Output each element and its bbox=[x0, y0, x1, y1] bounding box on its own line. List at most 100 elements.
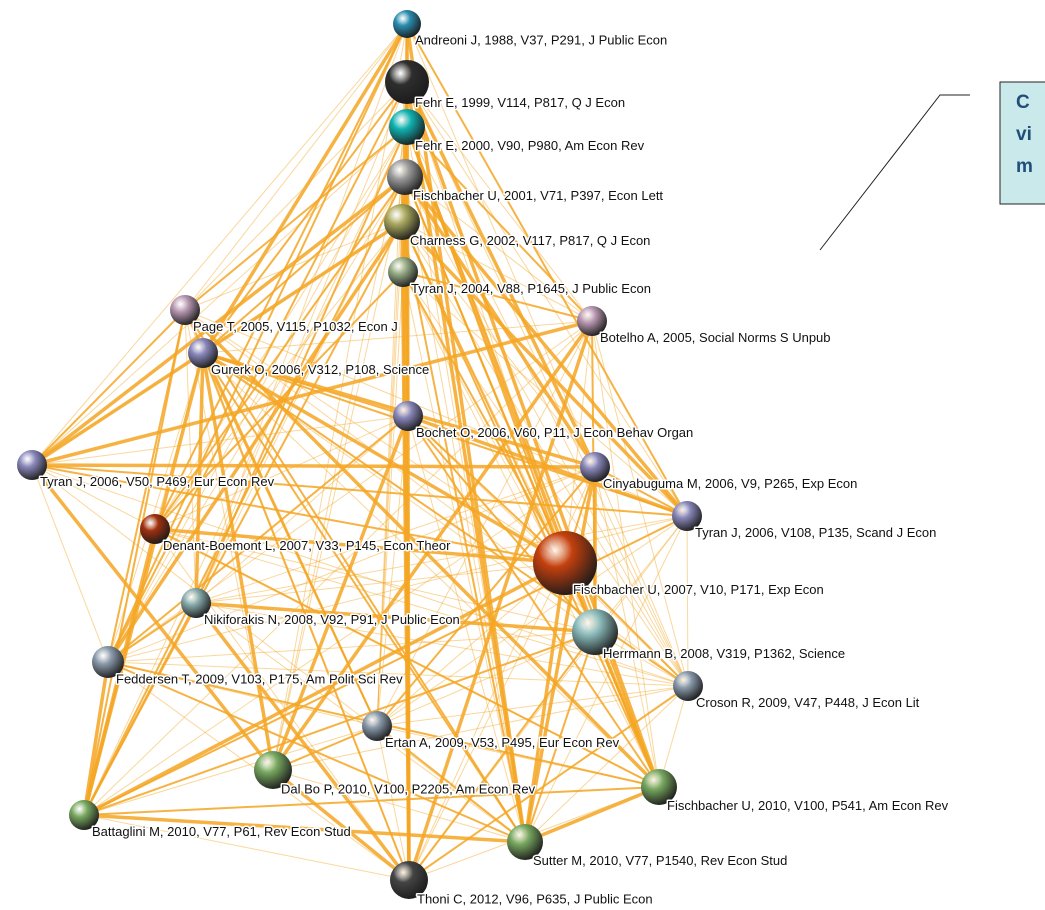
node-label: Tyran J, 2006, V50, P469, Eur Econ Rev bbox=[40, 474, 275, 489]
edge bbox=[184, 221, 403, 311]
edge bbox=[107, 352, 204, 663]
edge bbox=[376, 320, 593, 727]
edge bbox=[408, 631, 596, 881]
edge bbox=[400, 220, 689, 518]
edge bbox=[83, 631, 596, 816]
edge bbox=[376, 725, 526, 843]
edge bbox=[404, 176, 593, 322]
node bbox=[672, 501, 702, 531]
edge bbox=[154, 528, 410, 881]
node-label: Botelho A, 2005, Social Norms S Unpub bbox=[600, 330, 831, 345]
node-label: Herrmann B, 2008, V319, P1362, Science bbox=[603, 646, 845, 661]
edge bbox=[83, 814, 410, 881]
edge bbox=[406, 23, 688, 517]
edge bbox=[593, 631, 661, 788]
edge bbox=[184, 126, 408, 311]
edge bbox=[31, 464, 526, 843]
edge bbox=[107, 176, 406, 663]
edge bbox=[406, 81, 593, 322]
node bbox=[641, 769, 677, 805]
node bbox=[92, 646, 124, 678]
callout-pointer bbox=[819, 94, 970, 251]
edge bbox=[195, 562, 566, 604]
node-label: Fischbacher U, 2010, V100, P541, Am Econ… bbox=[667, 798, 949, 813]
edge bbox=[404, 176, 689, 687]
node-label: Fischbacher U, 2001, V71, P397, Econ Let… bbox=[413, 188, 663, 203]
node bbox=[572, 609, 618, 655]
edge bbox=[107, 602, 197, 663]
node-label: Cinyabuguma M, 2006, V9, P265, Exp Econ bbox=[603, 476, 857, 491]
edge bbox=[201, 352, 275, 771]
edge bbox=[31, 23, 408, 466]
edge bbox=[83, 320, 593, 816]
edge bbox=[83, 176, 406, 816]
callout-line: m bbox=[1016, 156, 1033, 177]
edge bbox=[524, 631, 596, 843]
node bbox=[580, 452, 610, 482]
edge bbox=[184, 23, 408, 311]
edge bbox=[154, 528, 689, 687]
edge bbox=[402, 271, 593, 322]
node-label: Battaglini M, 2010, V77, P61, Rev Econ S… bbox=[92, 824, 351, 839]
edge bbox=[31, 464, 109, 663]
edge bbox=[31, 464, 566, 564]
node-label: Andreoni J, 1988, V37, P291, J Public Ec… bbox=[415, 32, 667, 47]
edge bbox=[30, 175, 407, 467]
node bbox=[254, 751, 292, 789]
node bbox=[384, 204, 420, 240]
edge bbox=[154, 415, 409, 530]
edge bbox=[376, 631, 596, 727]
edge bbox=[404, 176, 526, 843]
edge bbox=[594, 466, 688, 517]
edge bbox=[107, 661, 689, 687]
callout: C vi m bbox=[819, 81, 1045, 251]
edge bbox=[406, 23, 596, 468]
edge bbox=[31, 309, 186, 466]
edge bbox=[202, 352, 596, 633]
edge bbox=[407, 415, 660, 788]
edge bbox=[154, 528, 596, 633]
edge bbox=[201, 23, 409, 354]
edge bbox=[195, 515, 688, 604]
node bbox=[533, 531, 597, 595]
node bbox=[181, 588, 211, 618]
edge bbox=[524, 785, 660, 844]
edge bbox=[154, 126, 408, 530]
edge bbox=[107, 23, 408, 663]
edge bbox=[184, 309, 197, 604]
edge bbox=[402, 271, 566, 564]
node bbox=[389, 109, 425, 145]
edge bbox=[83, 561, 566, 817]
edge bbox=[271, 768, 411, 882]
edge bbox=[195, 466, 596, 604]
edge bbox=[406, 126, 660, 788]
edge bbox=[594, 515, 688, 633]
edge bbox=[401, 221, 593, 322]
edge bbox=[107, 515, 688, 663]
edge bbox=[403, 175, 689, 518]
edge bbox=[272, 769, 526, 843]
node bbox=[188, 338, 218, 368]
node-label: Fehr E, 2000, V90, P980, Am Econ Rev bbox=[415, 138, 645, 153]
edge bbox=[376, 685, 689, 727]
edge bbox=[376, 725, 660, 788]
callout-line: vi bbox=[1016, 124, 1032, 145]
edge bbox=[402, 271, 688, 517]
edge bbox=[195, 601, 596, 634]
edge bbox=[591, 320, 689, 687]
node-label: Fehr E, 1999, V114, P817, Q J Econ bbox=[415, 95, 625, 110]
edge bbox=[31, 415, 409, 466]
node-label: Thoni C, 2012, V96, P635, J Public Econ bbox=[417, 891, 653, 906]
edge bbox=[107, 631, 596, 663]
edge bbox=[202, 320, 593, 354]
edge bbox=[202, 351, 566, 565]
edge bbox=[184, 309, 688, 517]
callout-line: C bbox=[1016, 92, 1030, 113]
nodes: Andreoni J, 1988, V37, P291, J Public Ec… bbox=[17, 10, 950, 908]
edge bbox=[154, 23, 408, 530]
edge bbox=[406, 126, 593, 322]
edge bbox=[407, 415, 566, 564]
edge bbox=[272, 685, 689, 771]
edge bbox=[31, 352, 204, 466]
